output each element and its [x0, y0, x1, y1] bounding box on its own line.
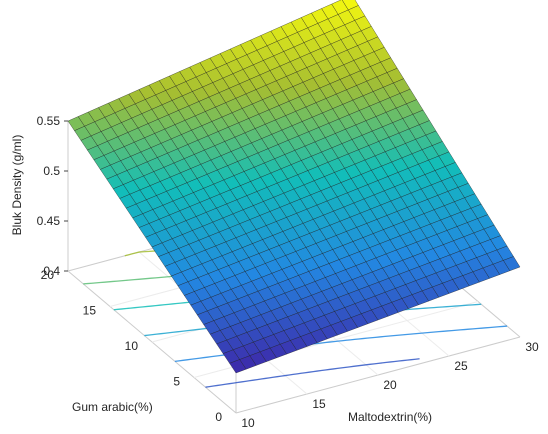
surface-mesh	[68, 0, 520, 373]
y-tick-label: 20	[41, 268, 55, 282]
z-tick-label: 0.55	[37, 114, 61, 128]
z-tick-label: 0.45	[37, 214, 61, 228]
y-tick-label: 0	[215, 410, 222, 424]
x-tick-label: 15	[312, 397, 326, 411]
z-axis-label: Bluk Density (g/ml)	[10, 135, 24, 236]
y-tick-label: 10	[125, 339, 139, 353]
x-tick-label: 10	[241, 416, 255, 429]
x-axis-label: Maltodextrin(%)	[348, 410, 432, 424]
z-tick-label: 0.5	[43, 164, 60, 178]
x-tick-label: 30	[525, 340, 539, 354]
y-tick-label: 5	[173, 375, 180, 389]
x-tick-label: 20	[383, 378, 397, 392]
y-tick-label: 15	[83, 304, 97, 318]
y-axis-label: Gum arabic(%)	[72, 400, 153, 414]
x-tick-label: 25	[454, 359, 468, 373]
